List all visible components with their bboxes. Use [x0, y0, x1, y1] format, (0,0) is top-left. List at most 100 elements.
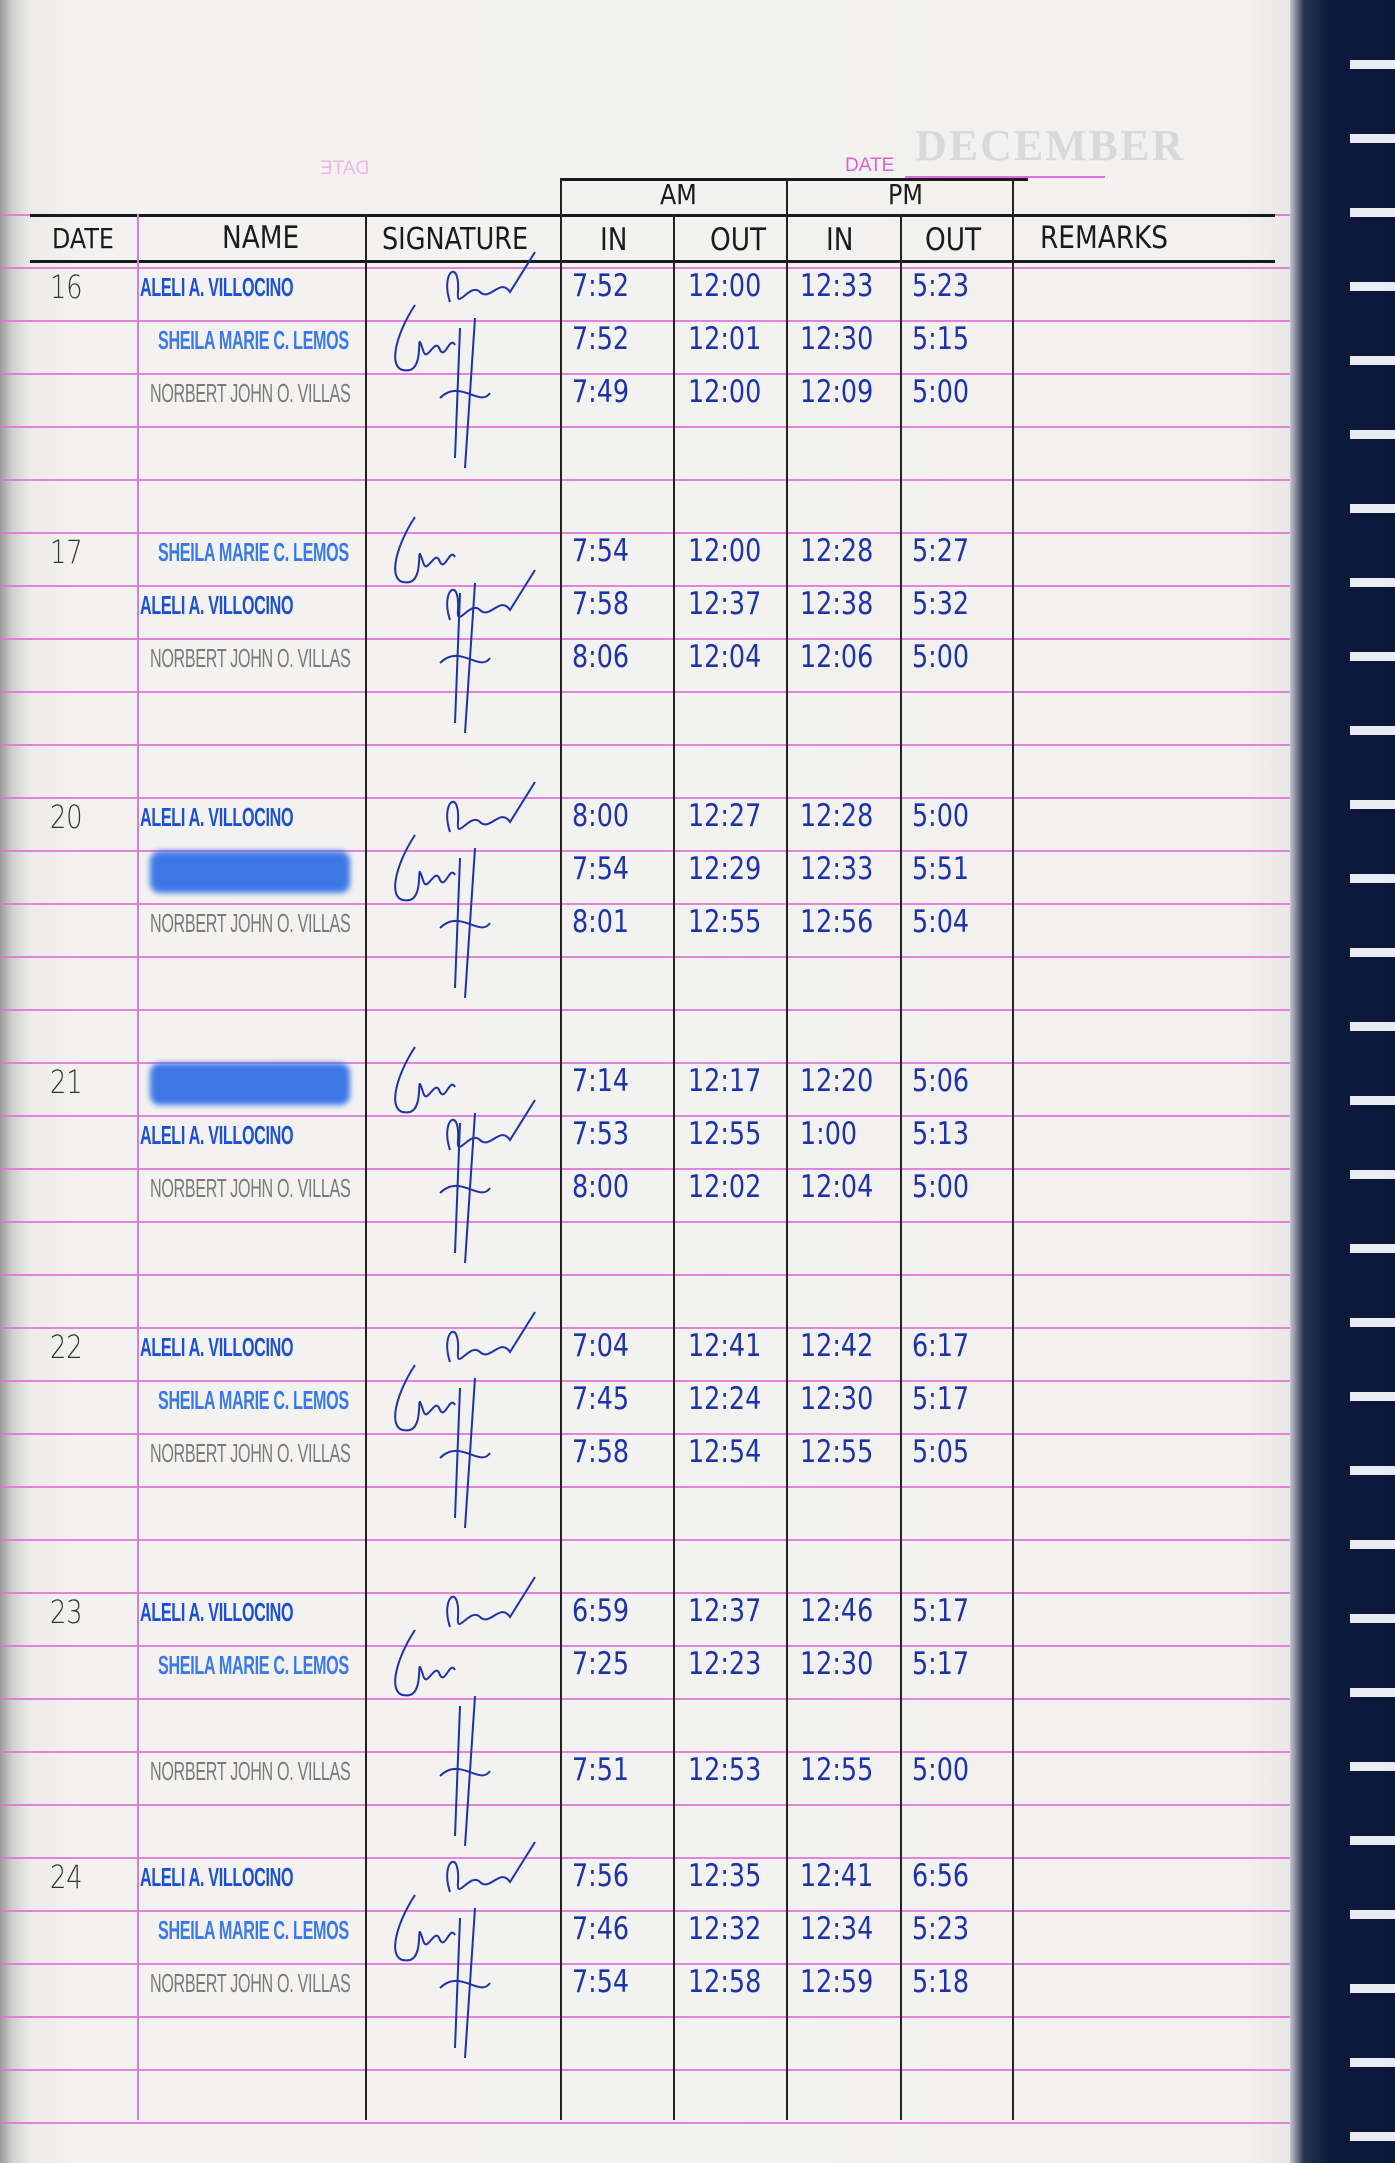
stitch: [1350, 60, 1395, 69]
attendance-row: NORBERT JOHN O. VILLAS 7:51 12:53 12:55 5:00: [0, 1695, 1300, 1847]
pink-rule: [0, 1857, 1300, 1859]
time-pm-out: 5:51: [912, 851, 970, 887]
date-21: 21: [50, 1063, 83, 1101]
stitch: [1350, 1170, 1395, 1179]
signature-image: [446, 251, 536, 303]
column-line: [365, 214, 367, 2120]
time-pm-out: 5:23: [912, 268, 970, 304]
pink-rule: [0, 1486, 1300, 1488]
stitch: [1350, 1688, 1395, 1697]
time-pm-out: 6:17: [912, 1328, 970, 1364]
attendance-row: SHEILA MARIE C. LEMOS 7:45 12:24 12:30 5:17: [0, 1364, 1300, 1432]
name-column-header: NAME: [222, 220, 300, 256]
time-am-in: 7:04: [572, 1328, 630, 1364]
pink-rule: [0, 1115, 1300, 1117]
time-pm-out: 5:00: [912, 1752, 970, 1788]
time-am-in: 7:45: [572, 1381, 630, 1417]
pink-rule: [0, 1062, 1300, 1064]
am-in-header: IN: [600, 222, 628, 258]
time-am-out: 12:01: [688, 321, 762, 357]
pink-rule: [0, 1645, 1300, 1647]
pink-rule: [0, 373, 1300, 375]
name-stamp: SHEILA MARIE C. LEMOS: [158, 537, 349, 567]
time-am-in: 7:25: [572, 1646, 630, 1682]
attendance-row: NORBERT JOHN O. VILLAS 7:54 12:58 12:59 5:18: [0, 1907, 1300, 2059]
time-pm-in: 12:30: [800, 321, 874, 357]
header-bottom-line: [30, 260, 1275, 263]
time-am-out: 12:29: [688, 851, 762, 887]
time-pm-out: 5:06: [912, 1063, 970, 1099]
pink-rule: [0, 2016, 1300, 2018]
time-pm-out: 5:17: [912, 1646, 970, 1682]
stitch: [1350, 504, 1395, 513]
column-line: [1012, 178, 1014, 2120]
time-am-out: 12:00: [688, 374, 762, 410]
time-am-in: 7:54: [572, 1964, 630, 2000]
name-stamp: NORBERT JOHN O. VILLAS: [150, 643, 351, 673]
signature-image: [394, 516, 456, 584]
time-pm-in: 12:42: [800, 1328, 874, 1364]
pink-rule: [0, 1274, 1300, 1276]
time-pm-in: 12:06: [800, 639, 874, 675]
time-am-out: 12:00: [688, 533, 762, 569]
pink-rule: [0, 2122, 1300, 2124]
logbook-page: DECEMBER DATE DATE AM PM DATE NAME SIGNA…: [0, 0, 1300, 2163]
time-am-out: 12:54: [688, 1434, 762, 1470]
attendance-row: SHEILA MARIE C. LEMOS 7:54 12:00 12:28 5:27: [0, 516, 1300, 584]
time-pm-out: 5:05: [912, 1434, 970, 1470]
time-am-in: 7:54: [572, 851, 630, 887]
time-am-out: 12:17: [688, 1063, 762, 1099]
stitch: [1350, 578, 1395, 587]
time-am-out: 12:58: [688, 1964, 762, 2000]
show-through-month: DECEMBER: [915, 121, 1186, 170]
attendance-row: ALELI A. VILLOCINO 7:52 12:00 12:33 5:23: [0, 251, 1300, 315]
stitch: [1350, 1392, 1395, 1401]
signature-image: [439, 847, 491, 999]
name-stamp: SHEILA MARIE C. LEMOS: [158, 1650, 349, 1680]
time-pm-out: 5:32: [912, 586, 970, 622]
signature-image: [394, 1629, 456, 1697]
stitch: [1350, 1244, 1395, 1253]
attendance-row: 7:14 12:17 12:20 5:06: [0, 1046, 1300, 1114]
time-am-out: 12:55: [688, 904, 762, 940]
time-am-in: 8:00: [572, 1169, 630, 1205]
signature-image: [439, 1695, 491, 1847]
time-pm-out: 6:56: [912, 1858, 970, 1894]
time-pm-out: 5:00: [912, 1169, 970, 1205]
time-am-in: 7:53: [572, 1116, 630, 1152]
attendance-row: SHEILA MARIE C. LEMOS 7:52 12:01 12:30 5:15: [0, 304, 1300, 372]
pink-rule: [0, 1327, 1300, 1329]
stitch: [1350, 1984, 1395, 1993]
redacted-name-stamp: [150, 1063, 350, 1105]
time-pm-in: 12:33: [800, 851, 874, 887]
attendance-row: NORBERT JOHN O. VILLAS 8:01 12:55 12:56 5:04: [0, 847, 1300, 999]
column-line: [900, 214, 902, 2120]
time-am-in: 7:52: [572, 268, 630, 304]
pink-rule: [0, 744, 1300, 746]
stitch: [1350, 1762, 1395, 1771]
pink-rule: [0, 850, 1300, 852]
pink-rule: [0, 1698, 1300, 1700]
time-am-in: 7:56: [572, 1858, 630, 1894]
date-22: 22: [50, 1328, 83, 1366]
attendance-row: ALELI A. VILLOCINO 8:00 12:27 12:28 5:00: [0, 781, 1300, 845]
column-line: [673, 214, 675, 2120]
pink-rule: [0, 2069, 1300, 2071]
pink-rule: [0, 479, 1300, 481]
attendance-row: ALELI A. VILLOCINO 7:04 12:41 12:42 6:17: [0, 1311, 1300, 1375]
time-am-out: 12:23: [688, 1646, 762, 1682]
pink-rule: [0, 1751, 1300, 1753]
signature-image: [394, 1046, 456, 1114]
time-am-in: 7:46: [572, 1911, 630, 1947]
time-am-in: 7:49: [572, 374, 630, 410]
pm-out-header: OUT: [925, 222, 982, 258]
time-am-out: 12:35: [688, 1858, 762, 1894]
time-am-out: 12:27: [688, 798, 762, 834]
time-am-in: 8:06: [572, 639, 630, 675]
signature-image: [439, 317, 491, 469]
attendance-row: NORBERT JOHN O. VILLAS 8:00 12:02 12:04 5:00: [0, 1112, 1300, 1264]
name-stamp: ALELI A. VILLOCINO: [140, 1862, 294, 1892]
time-pm-in: 12:55: [800, 1434, 874, 1470]
signature-column-header: SIGNATURE: [382, 222, 529, 257]
stitch: [1350, 1540, 1395, 1549]
